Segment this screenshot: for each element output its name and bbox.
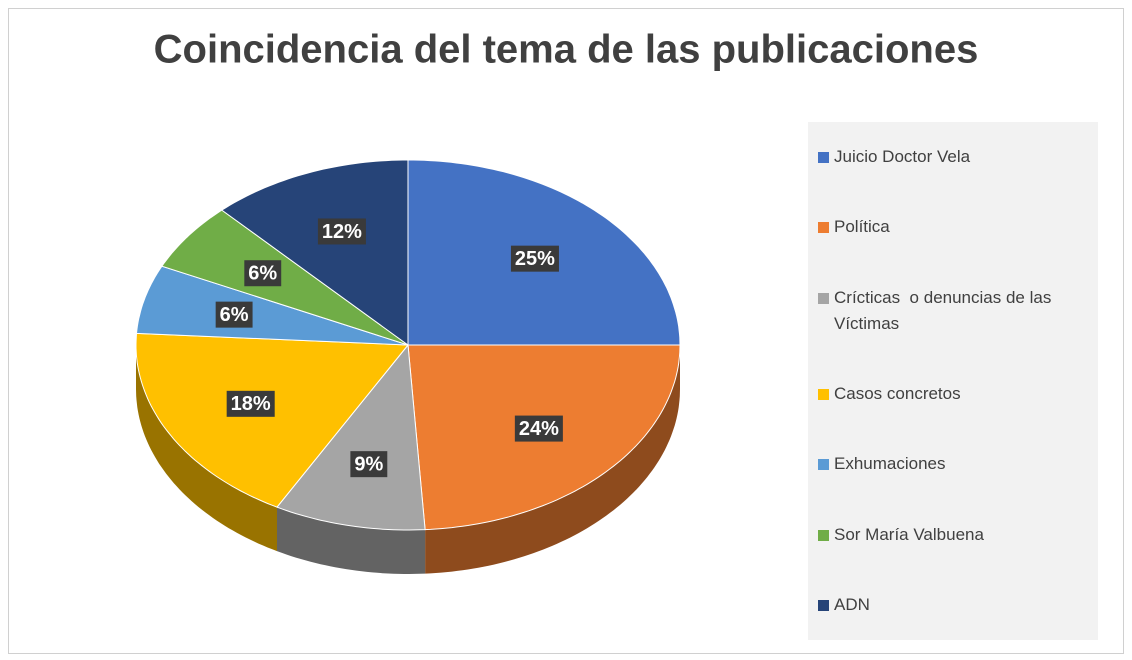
legend-entry: Política bbox=[818, 214, 1090, 240]
slice bbox=[161, 209, 409, 346]
slice bbox=[135, 265, 409, 346]
chart-title: Coincidencia del tema de las publicacion… bbox=[154, 28, 979, 72]
legend-label: Sor María Valbuena bbox=[834, 524, 984, 544]
data-label: 9% bbox=[354, 453, 383, 475]
slice bbox=[220, 159, 409, 346]
legend-label: Exhumaciones bbox=[834, 454, 946, 474]
label-bg bbox=[350, 451, 388, 478]
legend-swatch bbox=[818, 222, 829, 234]
label-bg bbox=[510, 245, 559, 272]
data-label: 6% bbox=[220, 304, 249, 326]
slice-side bbox=[136, 345, 277, 552]
label-bg bbox=[215, 301, 253, 328]
slice-side bbox=[277, 507, 426, 574]
label-bg bbox=[514, 415, 563, 442]
legend-swatch bbox=[818, 388, 829, 400]
label-bg bbox=[226, 390, 275, 417]
slice bbox=[276, 343, 426, 531]
legend-entry: Crícticas o denuncias de las Víctimas bbox=[818, 285, 1090, 337]
data-label: 12% bbox=[322, 221, 362, 243]
data-label: 25% bbox=[515, 248, 555, 270]
label-bg bbox=[317, 218, 366, 245]
legend-label: ADN bbox=[834, 594, 870, 614]
data-label: 18% bbox=[231, 393, 271, 415]
data-label: 6% bbox=[248, 263, 277, 285]
legend-label: Casos concretos bbox=[834, 383, 961, 403]
data-label: 24% bbox=[519, 418, 559, 440]
legend-swatch bbox=[818, 152, 829, 164]
legend-label: Política bbox=[834, 217, 890, 237]
legend-entry: Casos concretos bbox=[818, 381, 1090, 407]
legend-swatch bbox=[818, 292, 829, 304]
legend-entry: Juicio Doctor Vela bbox=[818, 144, 1090, 170]
label-bg bbox=[244, 260, 282, 287]
legend-swatch bbox=[818, 599, 829, 611]
chart-frame bbox=[8, 8, 1124, 654]
slice bbox=[135, 332, 410, 508]
legend-swatch bbox=[818, 459, 829, 471]
legend-swatch bbox=[818, 529, 829, 541]
legend-label: Crícticas o denuncias de las Víctimas bbox=[834, 287, 1057, 333]
legend-entry: ADN bbox=[818, 592, 1090, 618]
slice-side bbox=[425, 345, 680, 574]
legend-entry: Exhumaciones bbox=[818, 451, 1090, 477]
legend-entry: Sor María Valbuena bbox=[818, 522, 1090, 548]
legend-label: Juicio Doctor Vela bbox=[834, 147, 971, 167]
legend: Juicio Doctor Vela Política Crícticas o de… bbox=[808, 122, 1098, 640]
